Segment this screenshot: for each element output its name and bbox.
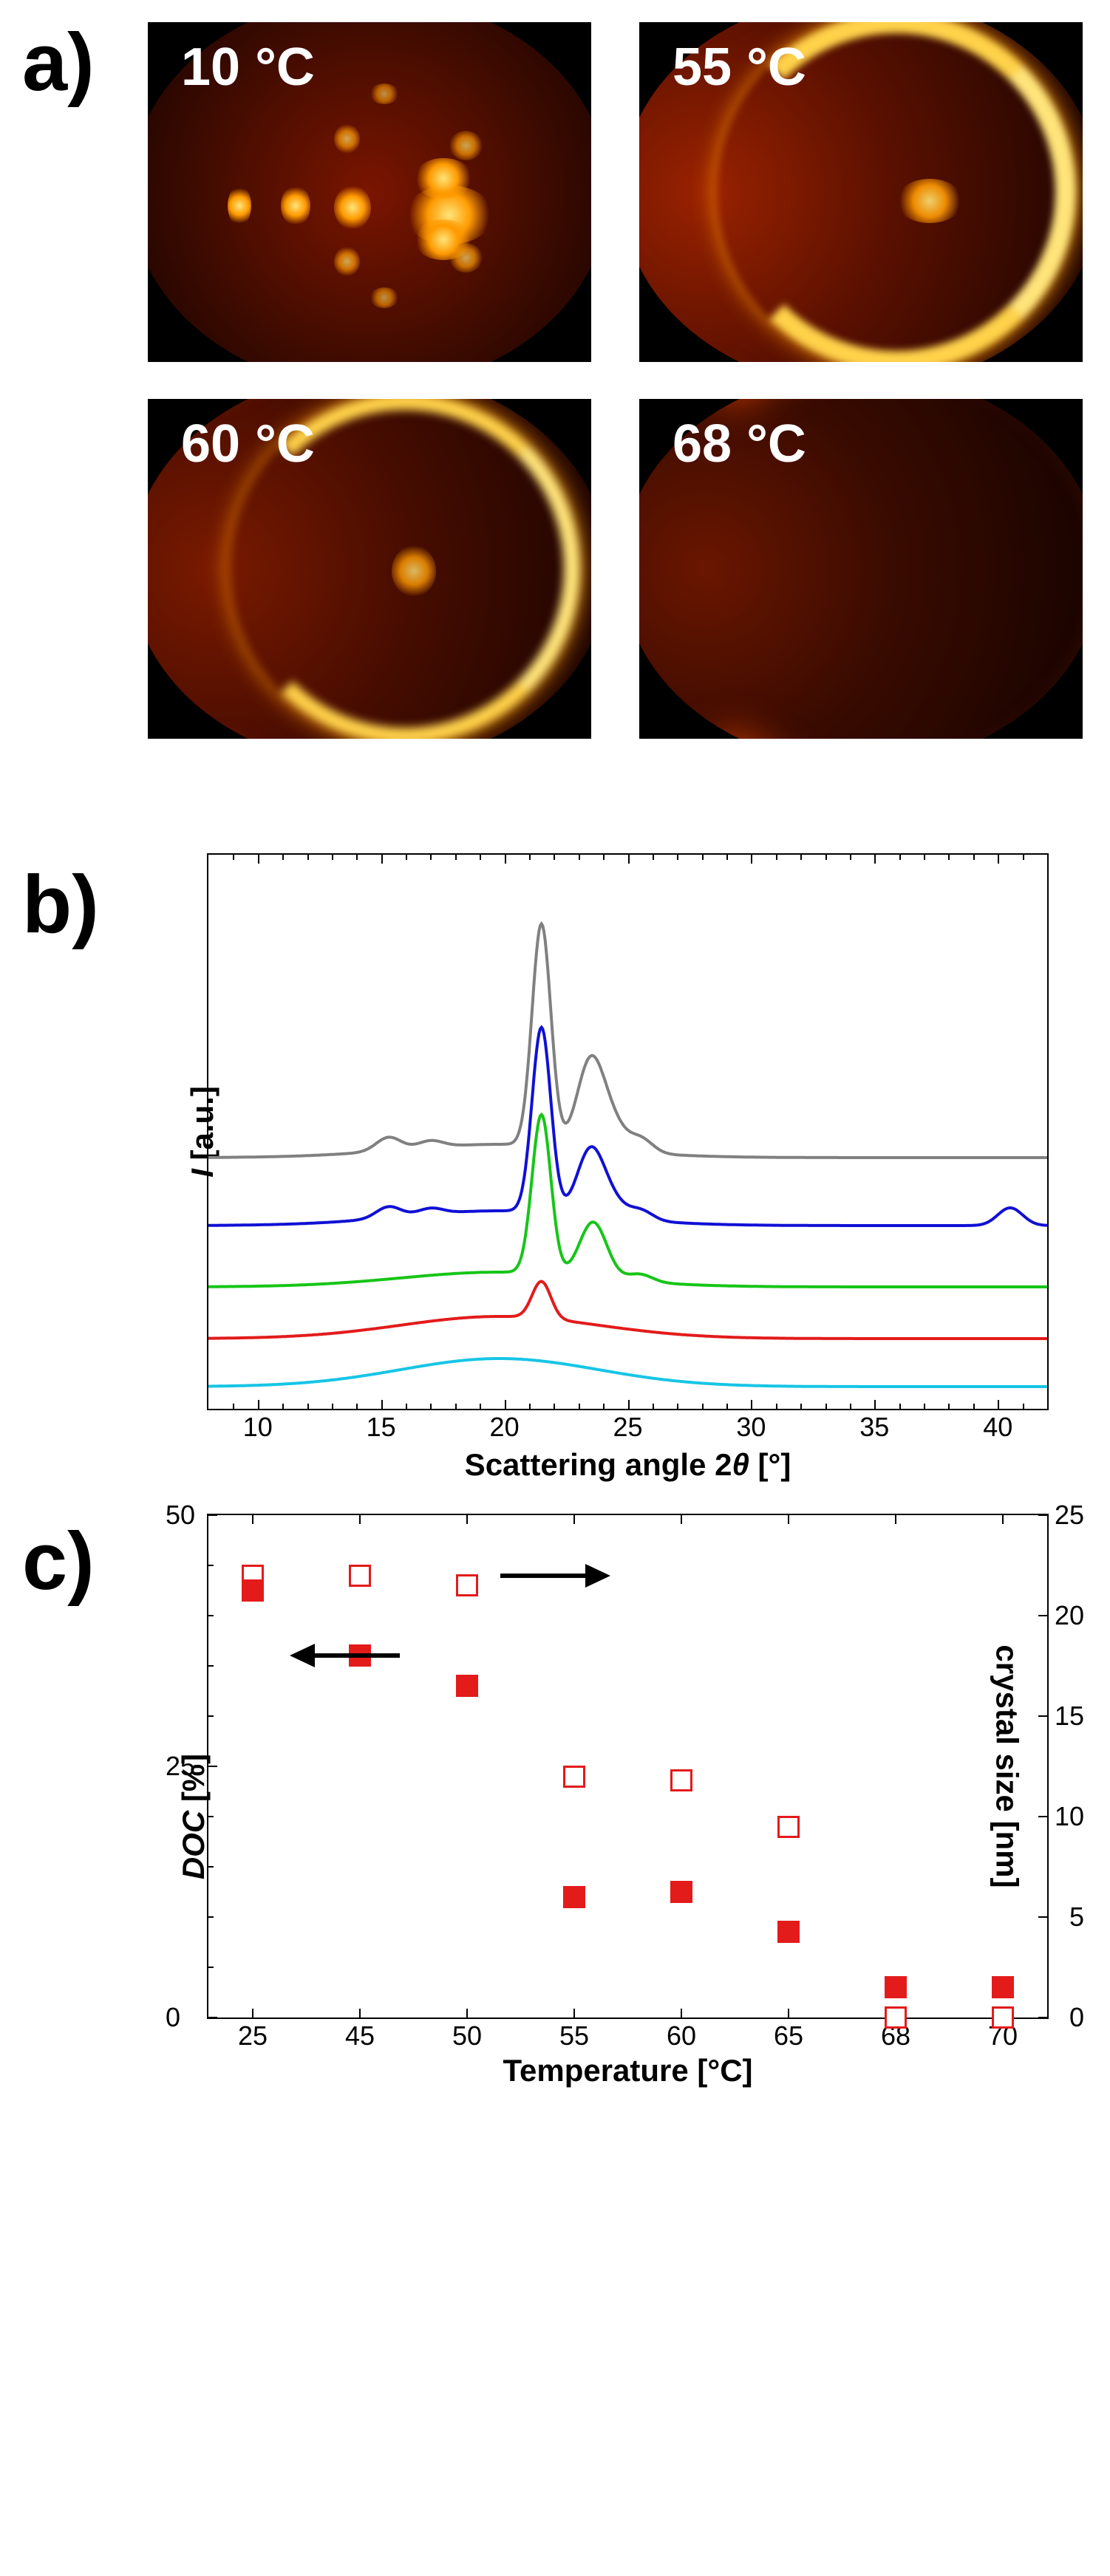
diffraction-image-60c: 60 °C [148,399,591,739]
diffraction-label: 68 °C [673,414,806,474]
doc-crystal-chart: DOC [%] crystal size [nm] Temperature [°… [207,1514,1049,2019]
y-right-axis-label: crystal size [nm] [989,1644,1024,1887]
panel-letter-b: b) [22,864,133,946]
x-axis-label: Temperature [°C] [503,2053,752,2088]
diffraction-image-10c: 10 °C [148,22,591,362]
y-right-tick: 20 [1055,1600,1084,1631]
xrd-traces [208,855,1047,1409]
x-tick: 30 [736,1412,766,1443]
x-axis-label: Scattering angle 2θ [°] [465,1447,791,1483]
x-tick: 55 [559,2020,589,2051]
panel-b-row: b) I [a.u.] Scattering angle 2θ [°] 1015… [22,864,1088,1410]
y-right-tick: 5 [1069,1902,1084,1933]
arrow-right-icon [500,1564,610,1588]
panel-a-row: a) 10 °C [22,22,1088,739]
diffraction-label: 55 °C [673,37,806,98]
crystal-size-marker [349,1565,371,1587]
x-tick: 60 [667,2020,696,2051]
diffraction-image-55c: 55 °C [639,22,1083,362]
x-tick: 25 [238,2020,268,2051]
crystal-size-marker [885,2006,907,2029]
diffraction-label: 60 °C [181,414,315,474]
y-right-tick: 10 [1055,1801,1084,1832]
doc-marker [456,1675,478,1697]
panel-letter-a: a) [22,22,133,103]
crystal-size-marker [456,1574,478,1596]
x-tick: 10 [243,1412,273,1443]
x-tick: 40 [983,1412,1012,1443]
doc-marker [670,1881,692,1903]
x-tick: 45 [345,2020,375,2051]
y-right-tick: 25 [1055,1500,1084,1531]
y-left-tick: 50 [166,1500,195,1531]
doc-marker [242,1579,264,1602]
crystal-size-marker [992,2006,1014,2029]
doc-marker [563,1886,585,1908]
crystal-size-marker [777,1816,800,1838]
y-right-tick: 0 [1069,2002,1084,2033]
panel-c-row: c) DOC [%] crystal size [nm] Temperature… [22,1521,1088,2019]
doc-marker [885,1976,907,1998]
x-tick: 50 [452,2020,482,2051]
figure: a) 10 °C [22,22,1088,2019]
arrow-left-icon [290,1644,400,1667]
xrd-chart: I [a.u.] Scattering angle 2θ [°] 1015202… [207,853,1049,1410]
x-tick: 25 [613,1412,642,1443]
panel-letter-c: c) [22,1521,133,1602]
x-tick: 15 [367,1412,396,1443]
x-tick: 20 [490,1412,520,1443]
y-right-tick: 15 [1055,1701,1084,1732]
x-tick: 65 [774,2020,803,2051]
panel-a-grid: 10 °C 55 [148,22,1086,739]
crystal-size-marker [670,1769,692,1791]
doc-marker [992,1976,1014,1998]
diffraction-label: 10 °C [181,37,315,98]
diffraction-image-68c: 68 °C [639,399,1083,739]
x-tick: 35 [859,1412,889,1443]
y-left-tick: 25 [166,1751,195,1782]
crystal-size-marker [563,1766,585,1788]
doc-marker [777,1921,800,1943]
y-left-tick: 0 [166,2002,180,2033]
